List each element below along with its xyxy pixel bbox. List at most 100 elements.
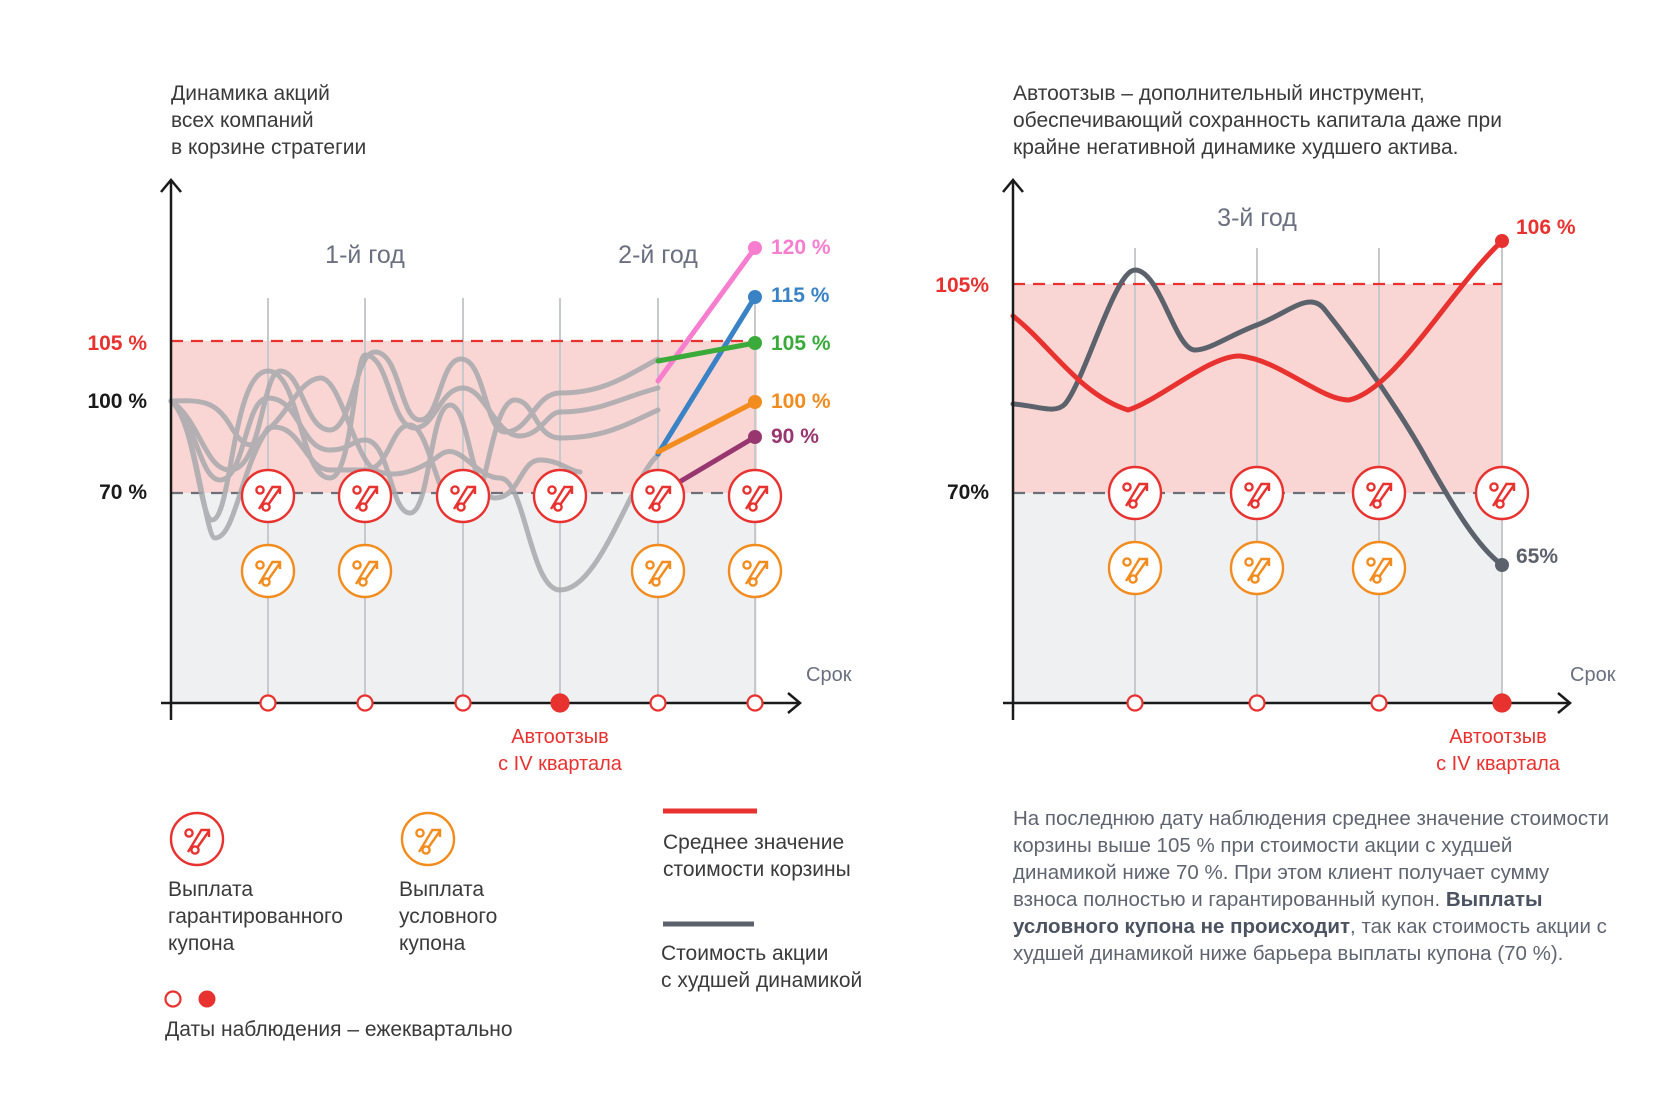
pink-end-point [748, 241, 762, 255]
left-barrier-105-label: 105 % [87, 332, 147, 355]
year-1-label: 1-й год [325, 241, 405, 269]
year-3-label: 3-й год [1217, 204, 1297, 232]
legend-line: с худшей динамикой [661, 969, 863, 992]
left-final-segments [655, 245, 758, 484]
right-autocall-note-line1: Автоотзыв [1449, 726, 1547, 748]
blue-final-segment [655, 294, 758, 457]
left-axis-x-label: Срок [806, 664, 852, 686]
legend-basket-label: Среднее значение стоимости корзины [663, 829, 851, 883]
caption-line: в корзине стратегии [171, 136, 367, 159]
conditional-coupon-icon [240, 543, 296, 599]
legend-line: Выплата [399, 878, 485, 901]
legend-line: Стоимость акции [661, 942, 829, 965]
purple-end-point [748, 430, 762, 444]
guaranteed-coupon-icon [337, 468, 393, 524]
guaranteed-coupon-icon [1474, 465, 1530, 521]
note-part-2: , так как стоимость акции с худшей динам… [1013, 915, 1607, 965]
orange-end-point [748, 395, 762, 409]
legend-line: купона [399, 932, 466, 955]
right-barrier-70-label: 70% [947, 481, 989, 504]
right-conditional-coupons [1107, 540, 1407, 596]
right-chart: 106 % 65% 105% 70% 3-й год Срок [935, 178, 1616, 775]
legend-line: условного [399, 905, 498, 928]
left-start-100-label: 100 % [87, 390, 147, 413]
conditional-coupon-icon [1351, 540, 1407, 596]
end-label-100: 100 % [771, 390, 831, 413]
note-bold-part: Выплаты условного купона не происходит [1013, 888, 1543, 938]
caption-line: обеспечивающий сохранность капитала даже… [1013, 109, 1502, 132]
green-end-point [748, 336, 762, 350]
legend-conditional-coupon-icon [400, 811, 456, 867]
caption-line: крайне негативной динамике худшего актив… [1013, 136, 1459, 159]
basket-end-label: 106 % [1516, 216, 1576, 239]
guaranteed-coupon-icon [1351, 465, 1407, 521]
guaranteed-coupon-icon [1107, 465, 1163, 521]
stock-path [168, 349, 661, 473]
observation-dot [1370, 694, 1388, 712]
conditional-coupon-icon [1229, 540, 1285, 596]
legend-guaranteed-label: Выплата гарантированного купона [168, 876, 343, 957]
blue-end-point [748, 290, 762, 304]
worst-end-label: 65% [1516, 545, 1558, 568]
right-axis-x-label: Срок [1570, 664, 1616, 686]
left-chart: 120 % 115 % 105 % 100 % 90 % 105 % 100 %… [87, 178, 852, 775]
guaranteed-coupon-icon [532, 468, 588, 524]
right-autocall-note-line2: с IV квартала [1436, 753, 1561, 775]
observation-dot [356, 694, 374, 712]
conditional-coupon-icon [630, 543, 686, 599]
year-2-label: 2-й год [618, 241, 698, 269]
left-autocall-note-line1: Автоотзыв [511, 726, 609, 748]
stock-path [168, 395, 583, 516]
guaranteed-coupon-icon [240, 468, 296, 524]
legend [164, 808, 757, 1008]
caption-line: Автоотзыв – дополнительный инструмент, [1013, 82, 1425, 105]
legend-line: Выплата [168, 878, 254, 901]
legend-observation-dot-open [164, 990, 182, 1008]
observation-dot [1126, 694, 1144, 712]
conditional-coupon-icon [337, 543, 393, 599]
end-label-90: 90 % [771, 425, 819, 448]
right-axes [1002, 178, 1572, 720]
legend-worst-label: Стоимость акции с худшей динамикой [661, 940, 862, 994]
left-observation-dates [259, 693, 764, 713]
left-final-points [748, 241, 762, 444]
legend-observation-dot-filled [198, 990, 216, 1008]
stock-path [168, 397, 661, 541]
conditional-coupon-icon [1107, 540, 1163, 596]
explanatory-note: На последнюю дату наблюдения среднее зна… [1013, 805, 1613, 967]
left-chart-caption: Динамика акций всех компаний в корзине с… [171, 80, 366, 161]
basket-end-point [1495, 234, 1509, 248]
legend-conditional-label: Выплата условного купона [399, 876, 497, 957]
green-final-segment [655, 340, 758, 364]
right-basket-line [1010, 238, 1505, 413]
legend-line: Среднее значение [663, 831, 845, 854]
guaranteed-coupon-icon [630, 468, 686, 524]
right-worst-stock-line [1010, 267, 1505, 568]
left-barrier-70-label: 70 % [99, 481, 147, 504]
orange-final-segment [655, 399, 758, 455]
conditional-coupon-icon [727, 543, 783, 599]
stock-path [168, 375, 661, 593]
left-stock-paths [168, 349, 661, 593]
legend-line: гарантированного [168, 905, 343, 928]
legend-line: стоимости корзины [663, 858, 851, 881]
end-label-115: 115 % [771, 284, 830, 307]
legend-line: Даты наблюдения – ежеквартально [165, 1018, 513, 1041]
observation-dot-autocall-start [550, 693, 570, 713]
guaranteed-coupon-icon [435, 468, 491, 524]
left-autocall-note-line2: с IV квартала [498, 753, 623, 775]
observation-dot [746, 694, 764, 712]
legend-observation-label: Даты наблюдения – ежеквартально [165, 1016, 513, 1043]
right-chart-caption: Автоотзыв – дополнительный инструмент, о… [1013, 80, 1502, 161]
right-barrier-105-label: 105% [935, 274, 989, 297]
observation-dot [259, 694, 277, 712]
end-label-120: 120 % [771, 236, 831, 259]
legend-line: купона [168, 932, 235, 955]
purple-final-segment [678, 434, 758, 484]
guaranteed-coupon-icon [727, 468, 783, 524]
caption-line: всех компаний [171, 109, 314, 132]
guaranteed-coupon-icon [1229, 465, 1285, 521]
right-observation-dates [1126, 693, 1512, 713]
observation-dot-autocall [1492, 693, 1512, 713]
